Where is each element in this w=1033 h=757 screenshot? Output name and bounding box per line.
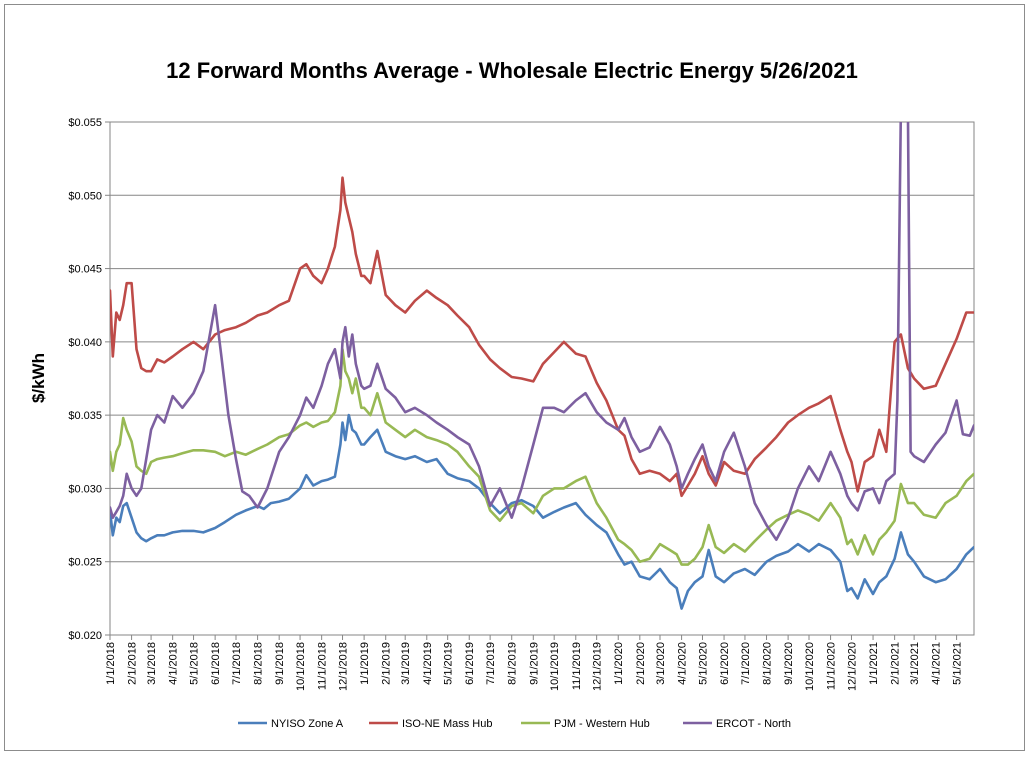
x-tick-label: 5/1/2020 xyxy=(697,642,709,685)
series-line-0 xyxy=(110,413,974,610)
x-tick-label: 3/1/2018 xyxy=(146,642,158,685)
x-tick-label: 10/1/2020 xyxy=(804,642,816,691)
y-tick-label: $0.040 xyxy=(68,337,102,349)
x-tick-label: 12/1/2019 xyxy=(592,642,604,691)
x-tick-label: 11/1/2020 xyxy=(826,642,838,690)
x-tick-label: 7/1/2019 xyxy=(485,642,497,685)
legend: NYISO Zone A ISO-NE Mass Hub PJM - Western… xyxy=(238,718,791,730)
x-tick-label: 1/1/2018 xyxy=(105,642,117,685)
y-tick-label: $0.035 xyxy=(68,410,102,422)
plot-area xyxy=(109,121,975,636)
x-tick-label: 9/1/2019 xyxy=(528,642,540,685)
x-tick-label: 1/1/2019 xyxy=(359,642,371,685)
series-line-3 xyxy=(110,122,974,541)
x-tick-label: 1/1/2020 xyxy=(613,642,625,685)
y-tick-label: $0.050 xyxy=(68,190,102,202)
x-tick-label: 1/1/2021 xyxy=(868,642,880,685)
legend-label: PJM - Western Hub xyxy=(554,718,650,730)
x-tick-label: 5/1/2021 xyxy=(952,642,964,685)
x-tick-labels: 1/1/2018 2/1/2018 3/1/2018 4/1/2018 5/1/2018… xyxy=(105,635,964,691)
x-tick-label: 5/1/2018 xyxy=(189,642,201,685)
x-tick-label: 11/1/2018 xyxy=(317,642,329,690)
legend-label: ERCOT - North xyxy=(716,718,791,730)
x-tick-label: 4/1/2021 xyxy=(931,642,943,685)
chart-frame xyxy=(4,4,1025,751)
x-tick-label: 11/1/2019 xyxy=(571,642,583,690)
x-tick-label: 12/1/2020 xyxy=(846,642,858,691)
x-tick-label: 7/1/2018 xyxy=(231,642,243,685)
x-tick-label: 3/1/2019 xyxy=(400,642,412,685)
x-tick-label: 4/1/2018 xyxy=(168,642,180,685)
x-tick-label: 8/1/2020 xyxy=(762,642,774,685)
legend-label: ISO-NE Mass Hub xyxy=(402,718,492,730)
x-tick-label: 3/1/2021 xyxy=(909,642,921,685)
chart-title: 12 Forward Months Average - Wholesale El… xyxy=(166,58,858,83)
x-tick-label: 2/1/2020 xyxy=(635,642,647,685)
y-tick-label: $0.025 xyxy=(68,557,102,569)
x-tick-label: 6/1/2019 xyxy=(464,642,476,685)
series-lines xyxy=(110,122,974,610)
x-tick-label: 10/1/2018 xyxy=(295,642,307,691)
y-tick-label: $0.020 xyxy=(68,630,102,642)
x-tick-label: 5/1/2019 xyxy=(443,642,455,685)
x-tick-label: 8/1/2019 xyxy=(507,642,519,685)
x-tick-label: 9/1/2018 xyxy=(274,642,286,685)
y-tick-label: $0.045 xyxy=(68,264,102,276)
y-axis-label: $/kWh xyxy=(29,353,48,403)
x-tick-label: 10/1/2019 xyxy=(549,642,561,691)
x-tick-label: 2/1/2018 xyxy=(127,642,139,685)
x-tick-label: 8/1/2018 xyxy=(253,642,265,685)
series-line-1 xyxy=(110,176,974,498)
x-tick-label: 7/1/2020 xyxy=(740,642,752,685)
x-tick-label: 4/1/2019 xyxy=(422,642,434,685)
x-tick-label: 4/1/2020 xyxy=(677,642,689,685)
x-tick-label: 6/1/2018 xyxy=(210,642,222,685)
x-tick-label: 12/1/2018 xyxy=(338,642,350,691)
gridlines xyxy=(110,194,974,563)
legend-label: NYISO Zone A xyxy=(271,718,344,730)
y-tick-label: $0.055 xyxy=(68,117,102,129)
x-tick-label: 2/1/2019 xyxy=(381,642,393,685)
y-tick-label: $0.030 xyxy=(68,483,102,495)
x-tick-label: 2/1/2021 xyxy=(890,642,902,685)
x-tick-label: 6/1/2020 xyxy=(719,642,731,685)
x-tick-label: 3/1/2020 xyxy=(655,642,667,685)
x-tick-label: 9/1/2020 xyxy=(783,642,795,685)
series-line-2 xyxy=(110,347,974,566)
y-tick-labels: $0.020 $0.025 $0.030 $0.035 $0.040 $0.045 $0.0… xyxy=(68,117,110,642)
